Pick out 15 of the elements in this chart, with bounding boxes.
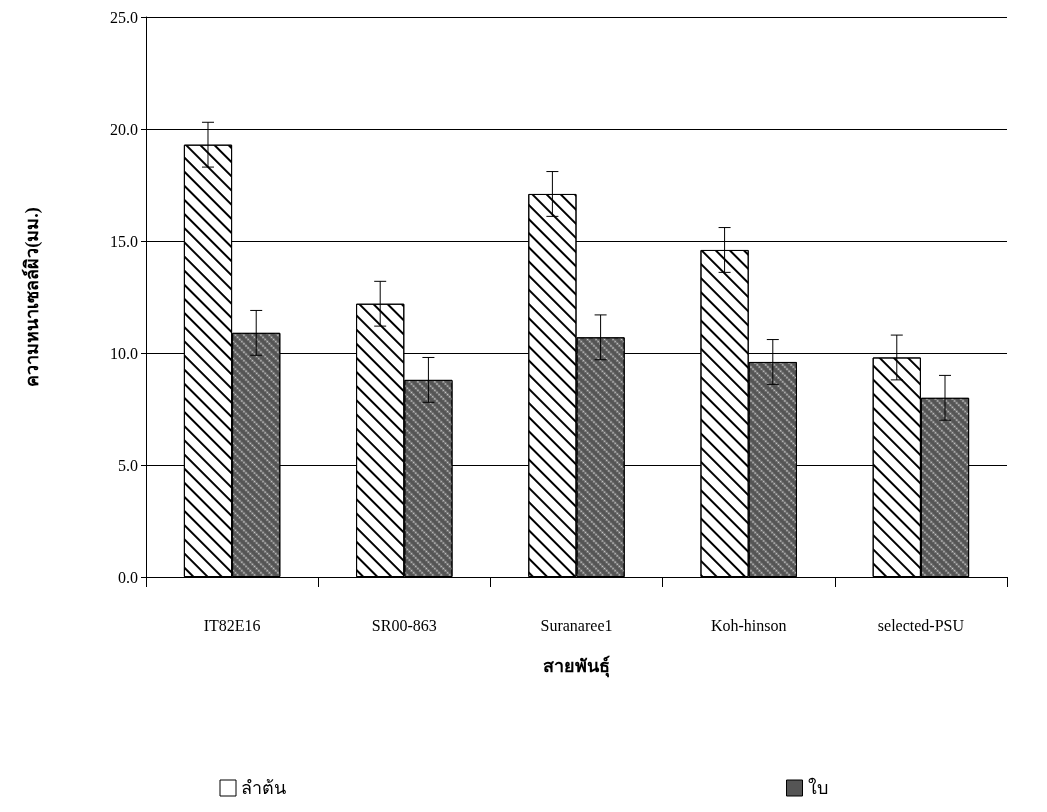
y-tick-label: 5.0 (118, 456, 138, 474)
x-axis-title: สายพันธุ์ (543, 655, 610, 678)
y-tick-label: 20.0 (110, 120, 138, 138)
y-tick-label: 10.0 (110, 344, 138, 362)
x-tick-label: IT82E16 (203, 616, 261, 634)
x-tick-label: Suranaree1 (540, 616, 613, 634)
legend-label: ลำต้น (241, 778, 286, 798)
y-axis-title: ความหนาเซลล์ผิว(มม.) (21, 207, 43, 387)
x-tick-label: SR00-863 (371, 616, 437, 634)
y-tick-label: 15.0 (110, 232, 138, 250)
legend-label: ใบ (807, 777, 828, 798)
x-tick-label: selected-PSU (877, 616, 965, 634)
x-tick-label: Koh-hinson (710, 616, 787, 634)
y-tick-label: 25.0 (110, 8, 138, 26)
y-tick-label: 0.0 (118, 568, 138, 586)
